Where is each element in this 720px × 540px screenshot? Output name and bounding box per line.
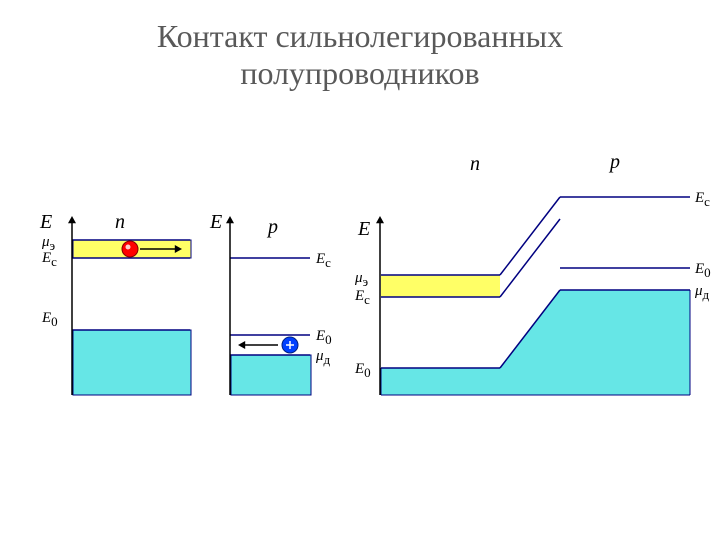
svg-text:E0: E0	[694, 261, 711, 280]
svg-text:Ec: Ec	[315, 251, 331, 270]
svg-text:n: n	[115, 211, 125, 233]
svg-text:μэ: μэ	[354, 270, 369, 289]
svg-text:E0: E0	[41, 310, 58, 329]
svg-text:E: E	[39, 211, 52, 233]
svg-text:E0: E0	[315, 328, 332, 347]
svg-text:E: E	[357, 218, 370, 240]
svg-text:E: E	[209, 211, 222, 233]
svg-text:n: n	[470, 153, 480, 175]
svg-text:μд: μд	[315, 348, 331, 367]
energy-diagram: EnμэEcE0EpEcE0μдnpEμэEcE0EcE0μд	[0, 0, 720, 540]
svg-text:μд: μд	[694, 283, 710, 302]
svg-text:p: p	[266, 216, 278, 238]
svg-text:p: p	[608, 151, 620, 173]
svg-text:Ec: Ec	[354, 288, 370, 307]
svg-text:Ec: Ec	[694, 190, 710, 209]
svg-text:E0: E0	[354, 361, 371, 380]
